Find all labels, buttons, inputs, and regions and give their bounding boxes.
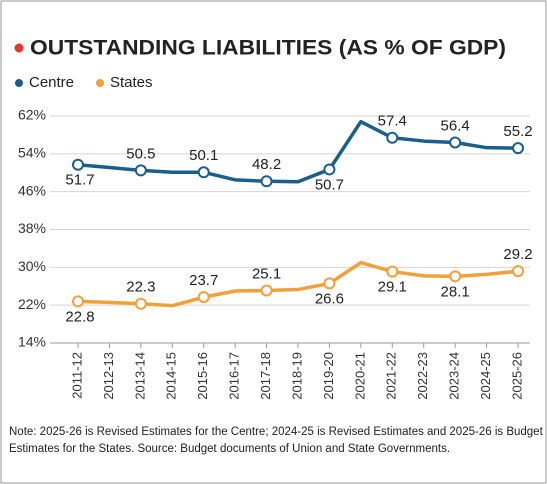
x-tick-label: 2012-13 bbox=[101, 352, 116, 400]
data-label: 50.5 bbox=[126, 145, 155, 162]
data-label: 25.1 bbox=[252, 265, 281, 282]
x-tick-label: 2013-14 bbox=[132, 352, 147, 400]
data-label: 26.6 bbox=[315, 290, 344, 307]
point-marker bbox=[323, 163, 336, 176]
y-tick-label: 38% bbox=[18, 220, 46, 236]
legend-marker bbox=[96, 79, 104, 87]
chart-title: OUTSTANDING LIABILITIES (AS % OF GDP) bbox=[30, 37, 506, 60]
point-marker bbox=[72, 295, 84, 308]
point-marker bbox=[323, 277, 336, 290]
y-tick-label: 46% bbox=[18, 182, 46, 198]
note: Note: 2025-26 is Revised Estimates for t… bbox=[9, 426, 544, 438]
point-marker bbox=[197, 291, 210, 304]
x-tick-label: 2024-25 bbox=[478, 352, 493, 400]
y-tick-label: 62% bbox=[18, 107, 46, 123]
legend-marker bbox=[15, 79, 23, 87]
x-tick-label: 2025-26 bbox=[509, 352, 524, 400]
data-label: 29.2 bbox=[503, 246, 532, 263]
x-tick-label: 2019-20 bbox=[321, 352, 336, 400]
x-tick-label: 2021-22 bbox=[384, 352, 399, 400]
data-label: 28.1 bbox=[441, 283, 470, 300]
x-tick-label: 2011-12 bbox=[69, 352, 84, 399]
point-marker bbox=[260, 284, 273, 297]
point-marker bbox=[197, 166, 210, 179]
point-marker bbox=[512, 142, 524, 155]
data-label: 23.7 bbox=[189, 272, 218, 289]
x-tick-label: 2020-21 bbox=[352, 352, 367, 400]
x-tick-label: 2015-16 bbox=[195, 352, 210, 400]
data-label: 50.1 bbox=[189, 147, 218, 164]
series-line bbox=[77, 119, 519, 184]
point-marker bbox=[449, 136, 462, 149]
data-label: 56.4 bbox=[441, 117, 470, 134]
data-label: 48.2 bbox=[252, 156, 281, 173]
x-tick-label: 2017-18 bbox=[258, 352, 273, 400]
x-tick-label: 2023-24 bbox=[447, 352, 462, 400]
point-marker bbox=[512, 265, 524, 278]
data-label: 55.2 bbox=[503, 123, 532, 140]
legend-label: States bbox=[110, 74, 153, 91]
data-label: 22.3 bbox=[126, 279, 155, 296]
data-label: 57.4 bbox=[378, 113, 407, 130]
y-tick-label: 14% bbox=[18, 334, 46, 350]
x-tick-label: 2018-19 bbox=[289, 352, 304, 400]
data-label: 29.1 bbox=[378, 279, 407, 296]
point-marker bbox=[386, 265, 399, 278]
legend-label: Centre bbox=[29, 74, 74, 91]
x-tick-label: 2016-17 bbox=[227, 352, 242, 400]
point-marker bbox=[260, 175, 273, 188]
y-tick-label: 54% bbox=[18, 145, 46, 161]
note: Estimates for the States. Source: Budget… bbox=[9, 443, 450, 455]
point-marker bbox=[134, 164, 147, 177]
point-marker bbox=[449, 270, 462, 283]
point-marker bbox=[386, 131, 399, 144]
point-marker bbox=[134, 297, 147, 310]
series-line bbox=[77, 260, 519, 308]
data-label: 51.7 bbox=[65, 172, 94, 189]
title-dot bbox=[14, 43, 24, 53]
data-label: 50.7 bbox=[315, 176, 344, 193]
x-tick-label: 2014-15 bbox=[164, 352, 179, 400]
x-tick-label: 2022-23 bbox=[415, 352, 430, 400]
point-marker bbox=[72, 158, 84, 171]
y-tick-label: 30% bbox=[18, 258, 46, 274]
y-tick-label: 22% bbox=[18, 296, 46, 312]
data-label: 22.8 bbox=[65, 308, 94, 325]
